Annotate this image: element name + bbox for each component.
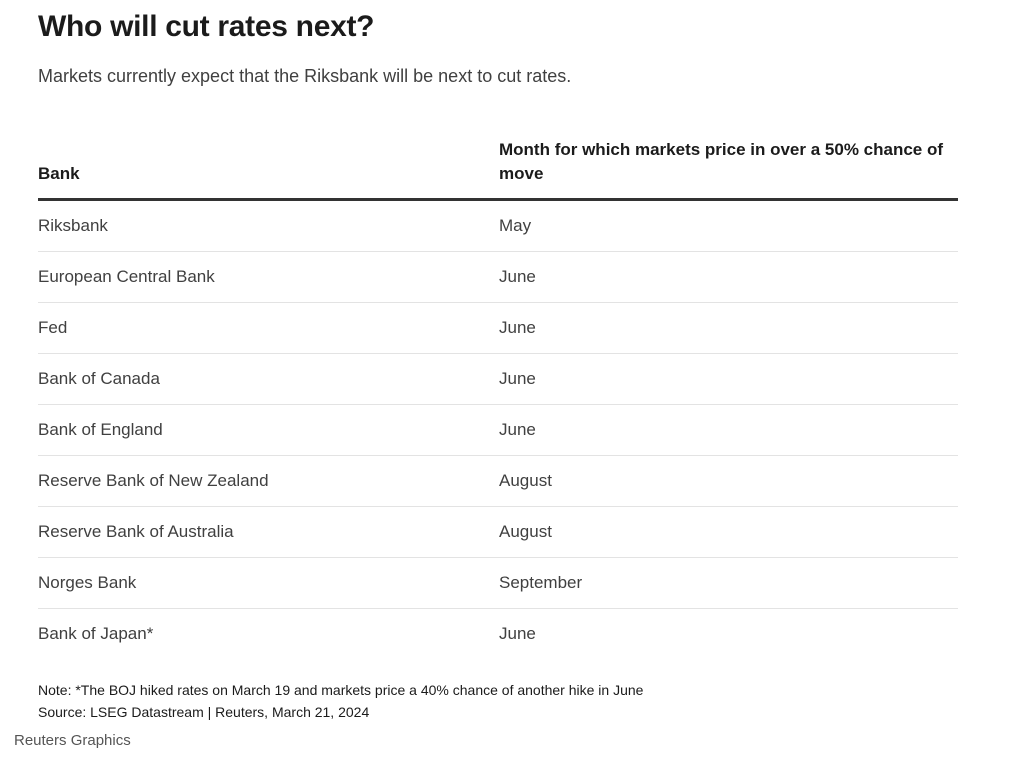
cell-bank: Reserve Bank of Australia <box>38 522 234 541</box>
cell-month: June <box>499 267 536 286</box>
cell-bank: Bank of Canada <box>38 369 160 388</box>
cell-month: August <box>499 522 552 541</box>
footnote: Note: *The BOJ hiked rates on March 19 a… <box>38 682 644 698</box>
credit-line: Reuters Graphics <box>14 732 131 749</box>
cell-bank: European Central Bank <box>38 267 215 286</box>
cell-bank: Reserve Bank of New Zealand <box>38 471 269 490</box>
cell-bank: Riksbank <box>38 216 108 235</box>
cell-month: June <box>499 318 536 337</box>
cell-bank: Norges Bank <box>38 573 137 592</box>
table-row: Bank of England June <box>38 405 958 456</box>
column-header-month: Month for which markets price in over a … <box>499 140 944 183</box>
cell-month: August <box>499 471 552 490</box>
table-row: European Central Bank June <box>38 252 958 303</box>
table-body: Riksbank May European Central Bank June Fed J… <box>38 201 958 659</box>
chart-title: Who will cut rates next? <box>38 10 375 43</box>
cell-month: June <box>499 420 536 439</box>
table-header: Bank Month for which markets price in ov… <box>38 138 958 201</box>
table-row: Reserve Bank of New Zealand August <box>38 456 958 507</box>
table-row: Bank of Japan* June <box>38 609 958 659</box>
cell-bank: Fed <box>38 318 68 337</box>
cell-month: May <box>499 216 532 235</box>
source-line: Source: LSEG Datastream | Reuters, March… <box>38 704 370 720</box>
table-row: Norges Bank September <box>38 558 958 609</box>
table-row: Bank of Canada June <box>38 354 958 405</box>
cell-month: June <box>499 624 536 643</box>
cell-bank: Bank of England <box>38 420 163 439</box>
table-row: Riksbank May <box>38 201 958 252</box>
table-row: Fed June <box>38 303 958 354</box>
rates-table: Bank Month for which markets price in ov… <box>38 138 958 659</box>
column-header-bank: Bank <box>38 164 80 183</box>
cell-month: June <box>499 369 536 388</box>
cell-bank: Bank of Japan* <box>38 624 154 643</box>
chart-subtitle: Markets currently expect that the Riksba… <box>38 66 572 86</box>
table-row: Reserve Bank of Australia August <box>38 507 958 558</box>
cell-month: September <box>499 573 583 592</box>
